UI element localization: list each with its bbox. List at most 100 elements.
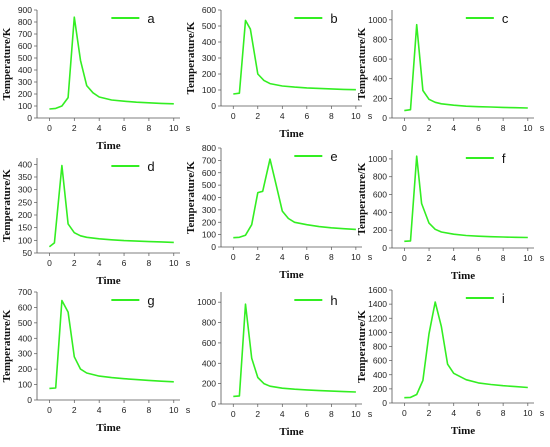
panel-i-y-tick-label: 400: [373, 370, 387, 380]
panel-a-y-tick-label: 100: [18, 101, 32, 111]
panel-e-y-tick-label: 500: [202, 180, 216, 190]
panel-c-x-tick-label: 0: [402, 123, 407, 133]
panel-b-y-tick-label: 300: [202, 53, 216, 63]
panel-b-y-tick-label: 600: [202, 5, 216, 15]
panel-a-x-tick-label: 8: [147, 123, 152, 133]
panel-h-legend-label: h: [330, 293, 337, 308]
panel-b-y-tick-label: 400: [202, 37, 216, 47]
panel-b-x-tick-label: 4: [280, 111, 285, 121]
panel-i-y-tick-label: 1000: [368, 327, 387, 337]
panel-i-x-tick-label: 8: [501, 408, 506, 418]
panel-e-series-line: [233, 158, 356, 239]
panel-i-x-axis-title: Time: [451, 425, 475, 437]
panel-a-x-tick-label: 6: [122, 123, 127, 133]
panel-h-x-tick-label: 2: [255, 409, 260, 419]
panel-d-x-tick-label: 8: [147, 258, 152, 268]
panel-e-x-tick-label: 4: [280, 252, 285, 262]
panel-g-y-tick-label: 200: [18, 364, 32, 374]
panel-c-series-line: [404, 23, 528, 112]
panel-i-y-tick-label: 0: [382, 398, 387, 408]
panel-c-x-tick-label: 6: [476, 123, 481, 133]
panel-b-legend-label: b: [330, 11, 337, 26]
panel-a-y-tick-label: 600: [18, 41, 32, 51]
panel-b-x-tick-label: 2: [255, 111, 260, 121]
panel-h-y-tick-label: 400: [202, 358, 216, 368]
panel-g-y-tick-label: 500: [18, 318, 32, 328]
panel-b-series-line: [233, 19, 356, 95]
panel-f-x-tick-label: 4: [451, 253, 456, 263]
panel-i-x-tick-label: 6: [476, 408, 481, 418]
panel-g-legend-label: g: [147, 293, 154, 308]
panel-g-x-tick-label: 0: [47, 405, 52, 415]
panel-a-x-axis-title: Time: [96, 140, 120, 152]
panel-c-y-tick-label: 800: [373, 34, 387, 44]
panel-b-x-tick-label: 8: [329, 111, 334, 121]
panel-i-x-unit: s: [540, 408, 545, 418]
panel-c-x-unit: s: [540, 123, 545, 133]
panel-e-x-tick-label: 10: [351, 252, 361, 262]
panel-d-x-tick-label: 10: [169, 258, 179, 268]
panel-g-x-tick-label: 2: [72, 405, 77, 415]
panel-e-x-tick-label: 0: [231, 252, 236, 262]
panel-a-y-tick-label: 800: [18, 17, 32, 27]
panel-i-x-tick-label: 4: [451, 408, 456, 418]
panel-a-y-tick-label: 500: [18, 53, 32, 63]
panel-b-x-axis-title: Time: [279, 128, 303, 140]
panel-g-x-axis-title: Time: [96, 422, 120, 434]
panel-g-x-unit: s: [186, 405, 191, 415]
panel-d-x-axis-title: Time: [96, 275, 120, 287]
panel-i-y-tick-label: 600: [373, 356, 387, 366]
panel-e-y-tick-label: 100: [202, 230, 216, 240]
panel-f-y-tick-label: 200: [373, 225, 387, 235]
panel-i-y-tick-label: 800: [373, 342, 387, 352]
panel-h-x-axis-title: Time: [279, 426, 303, 438]
panel-g-x-tick-label: 4: [97, 405, 102, 415]
panel-f-legend-label: f: [502, 151, 506, 166]
panel-a-y-tick-label: 400: [18, 65, 32, 75]
panel-g-y-tick-label: 300: [18, 349, 32, 359]
panel-a-x-unit: s: [186, 123, 191, 133]
panel-h-y-tick-label: 0: [211, 399, 216, 409]
panel-f-x-unit: s: [540, 253, 545, 263]
panel-c-x-tick-label: 10: [523, 123, 533, 133]
panel-e-x-tick-label: 2: [255, 252, 260, 262]
panel-a-y-tick-label: 900: [18, 5, 32, 15]
panel-f-y-tick-label: 600: [373, 190, 387, 200]
panel-b-y-tick-label: 0: [211, 101, 216, 111]
panel-c-y-tick-label: 1000: [368, 15, 387, 25]
panel-e-x-unit: s: [368, 252, 373, 262]
panel-i-y-tick-label: 200: [373, 384, 387, 394]
panel-c-legend-label: c: [502, 11, 509, 26]
panel-g-y-axis-title: Temperature/K: [1, 309, 13, 382]
panel-e-y-tick-label: 800: [202, 143, 216, 153]
panel-a-y-tick-label: 700: [18, 29, 32, 39]
panel-f-x-tick-label: 10: [523, 253, 533, 263]
panel-b-y-axis-title: Temperature/K: [185, 21, 197, 94]
panel-g-y-tick-label: 600: [18, 302, 32, 312]
panel-d-x-tick-label: 2: [72, 258, 77, 268]
panel-d-legend-label: d: [147, 159, 154, 174]
panel-b-x-unit: s: [368, 111, 373, 121]
panel-d-y-tick-label: 300: [18, 185, 32, 195]
panel-g-y-tick-label: 100: [18, 380, 32, 390]
panel-d-y-tick-label: 200: [18, 210, 32, 220]
panel-b-x-tick-label: 6: [304, 111, 309, 121]
panel-e-y-tick-label: 0: [211, 242, 216, 252]
panel-c-y-tick-label: 600: [373, 54, 387, 64]
panel-f-y-tick-label: 0: [382, 243, 387, 253]
panel-g-y-tick-label: 0: [27, 395, 32, 405]
panel-b-y-tick-label: 500: [202, 21, 216, 31]
panel-e-y-tick-label: 300: [202, 205, 216, 215]
panel-d-x-tick-label: 6: [122, 258, 127, 268]
panel-f-series-line: [404, 155, 528, 243]
panel-d-y-tick-label: 400: [18, 159, 32, 169]
panel-c-x-tick-label: 4: [451, 123, 456, 133]
panel-b-y-tick-label: 100: [202, 85, 216, 95]
panel-h-x-tick-label: 4: [280, 409, 285, 419]
panel-h-x-tick-label: 6: [304, 409, 309, 419]
panel-f-x-tick-label: 2: [427, 253, 432, 263]
panel-h-y-tick-label: 200: [202, 379, 216, 389]
panel-i-y-axis-title: Temperature/K: [356, 310, 368, 383]
panel-b-x-tick-label: 10: [351, 111, 361, 121]
